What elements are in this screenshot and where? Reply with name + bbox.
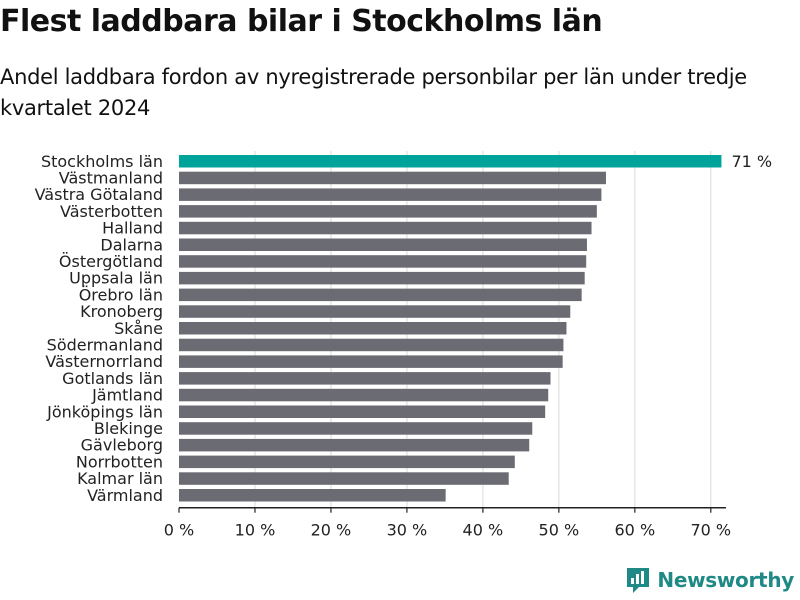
category-label: Blekinge (94, 419, 163, 438)
bar (179, 338, 564, 352)
category-label: Jönköpings län (46, 402, 163, 421)
category-label: Östergötland (59, 252, 163, 271)
category-label: Norrbotten (76, 452, 163, 471)
bar (179, 355, 563, 368)
brand-logo: Newsworthy (625, 566, 794, 594)
bar (179, 305, 571, 318)
category-label: Jämtland (91, 386, 163, 405)
bar (179, 322, 567, 335)
category-label: Västerbotten (60, 202, 163, 221)
category-label: Västra Götaland (35, 185, 163, 204)
bar (179, 372, 551, 385)
bar (179, 255, 587, 268)
chart-subtitle: Andel laddbara fordon av nyregistrerade … (0, 65, 747, 120)
newsworthy-logo-icon (627, 568, 650, 593)
brand-name: Newsworthy (657, 568, 794, 592)
bar (179, 221, 592, 235)
bar (179, 405, 546, 418)
bar (179, 472, 509, 485)
category-label: Gävleborg (81, 436, 163, 455)
bar (179, 205, 597, 218)
bar (179, 455, 515, 469)
data-label: 71 % (731, 152, 772, 171)
x-tick-label: 20 % (311, 521, 352, 540)
bar (179, 188, 602, 201)
x-tick-label: 10 % (235, 521, 276, 540)
bar (179, 388, 549, 402)
bar (179, 155, 722, 168)
x-tick-label: 40 % (463, 521, 504, 540)
category-label: Västmanland (59, 168, 163, 187)
category-label: Uppsala län (69, 269, 163, 288)
x-tick-label: 0 % (164, 521, 194, 540)
category-label: Värmland (87, 486, 163, 505)
category-label: Gotlands län (62, 369, 163, 388)
category-label: Västernorrland (45, 352, 163, 371)
bar (179, 238, 587, 251)
category-label: Kalmar län (77, 469, 163, 488)
category-label: Halland (102, 219, 163, 238)
category-label: Södermanland (47, 335, 163, 354)
x-tick-label: 70 % (690, 521, 731, 540)
bar (179, 271, 585, 285)
category-label: Dalarna (100, 235, 163, 254)
category-label: Skåne (114, 319, 163, 338)
x-tick-label: 60 % (615, 521, 656, 540)
chart-title: Flest laddbara bilar i Stockholms län (0, 4, 603, 39)
category-label: Örebro län (79, 285, 163, 304)
bar (179, 422, 533, 435)
x-tick-label: 30 % (387, 521, 428, 540)
bar (179, 438, 530, 452)
bar (179, 288, 582, 302)
category-label: Stockholms län (41, 152, 163, 171)
bar (179, 489, 446, 502)
bar (179, 171, 606, 185)
x-tick-label: 50 % (539, 521, 580, 540)
category-label: Kronoberg (80, 302, 163, 321)
